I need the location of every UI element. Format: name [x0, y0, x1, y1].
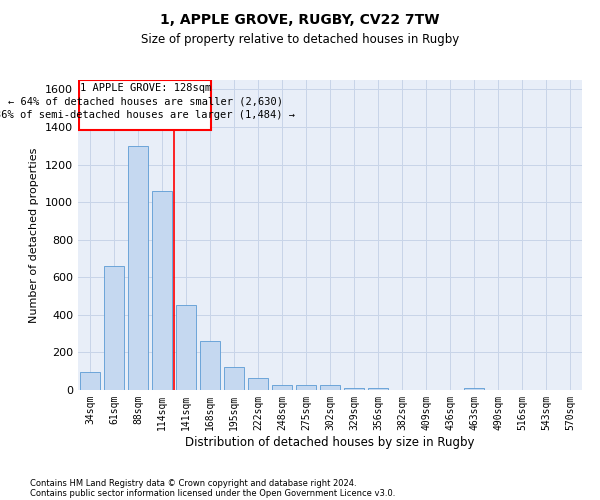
Bar [248, 378, 268, 390]
Bar [224, 366, 244, 390]
Text: 1, APPLE GROVE, RUGBY, CV22 7TW: 1, APPLE GROVE, RUGBY, CV22 7TW [160, 12, 440, 26]
FancyBboxPatch shape [79, 80, 211, 130]
Text: Contains public sector information licensed under the Open Government Licence v3: Contains public sector information licen… [30, 488, 395, 498]
Bar [296, 384, 316, 390]
Bar [80, 372, 100, 390]
Text: Contains HM Land Registry data © Crown copyright and database right 2024.: Contains HM Land Registry data © Crown c… [30, 478, 356, 488]
Bar [128, 146, 148, 390]
Bar [344, 388, 364, 390]
Text: 36% of semi-detached houses are larger (1,484) →: 36% of semi-detached houses are larger (… [0, 110, 295, 120]
Bar [272, 384, 292, 390]
Bar [320, 384, 340, 390]
Bar [104, 266, 124, 390]
Text: Size of property relative to detached houses in Rugby: Size of property relative to detached ho… [141, 32, 459, 46]
Bar [200, 341, 220, 390]
Bar [152, 191, 172, 390]
Text: ← 64% of detached houses are smaller (2,630): ← 64% of detached houses are smaller (2,… [8, 97, 283, 107]
Y-axis label: Number of detached properties: Number of detached properties [29, 148, 40, 322]
X-axis label: Distribution of detached houses by size in Rugby: Distribution of detached houses by size … [185, 436, 475, 448]
Bar [368, 388, 388, 390]
Bar [176, 306, 196, 390]
Bar [464, 388, 484, 390]
Text: 1 APPLE GROVE: 128sqm: 1 APPLE GROVE: 128sqm [80, 83, 211, 93]
